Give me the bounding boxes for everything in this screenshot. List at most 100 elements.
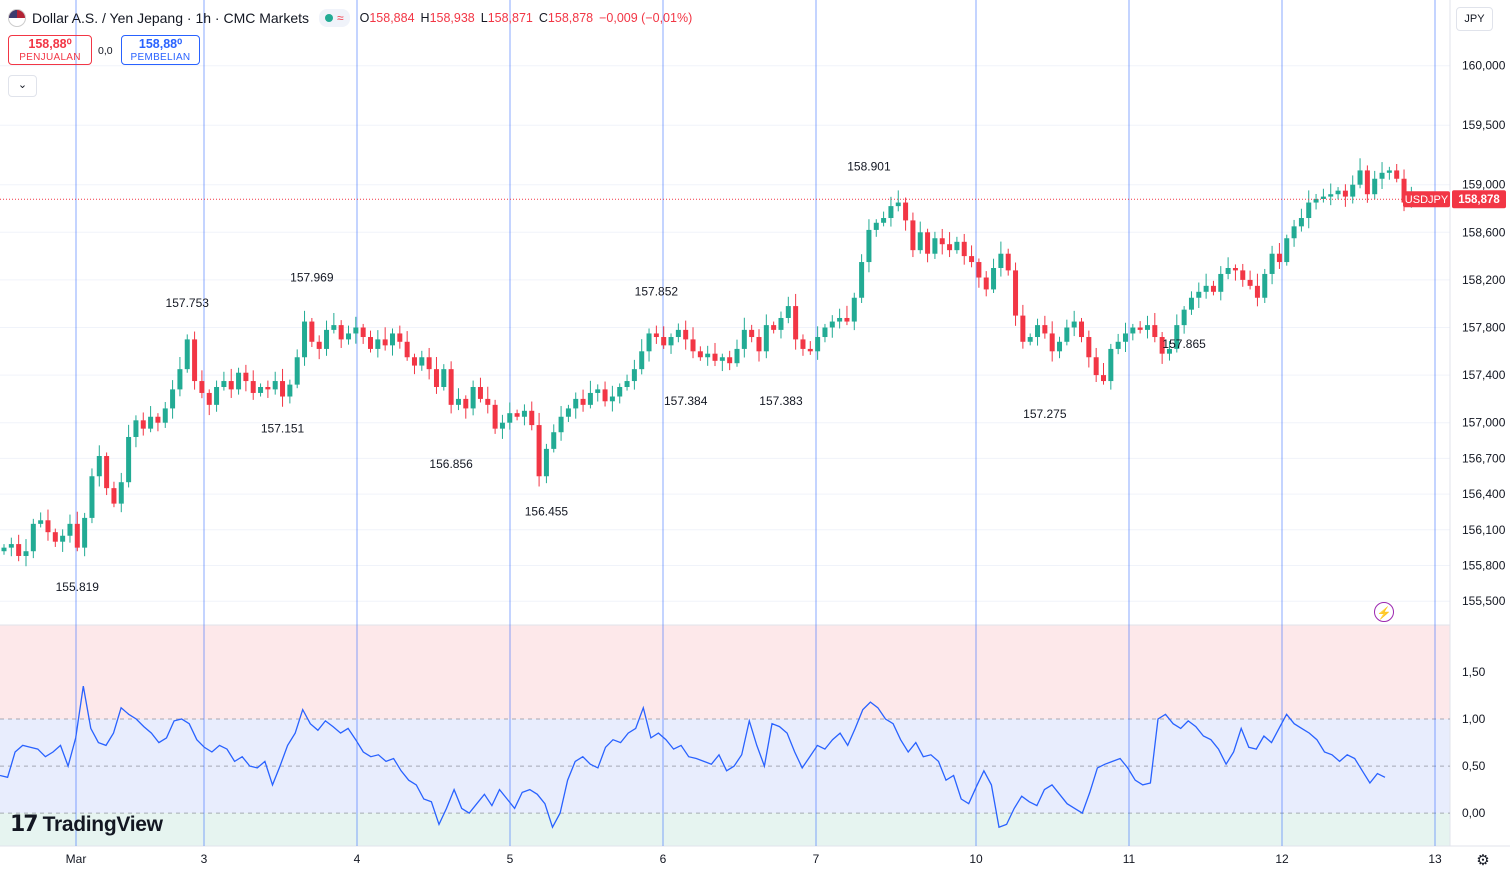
candle <box>338 320 344 348</box>
candle <box>492 399 498 434</box>
candle-body <box>67 523 73 536</box>
candle-body <box>1093 357 1099 376</box>
candle-body <box>111 488 117 504</box>
time-axis-tick-label: 11 <box>1123 852 1136 866</box>
candles <box>1 158 1414 567</box>
price-axis-tick-label: 156,700 <box>1462 451 1506 465</box>
candle-body <box>426 357 432 370</box>
candle-body <box>668 337 674 346</box>
candle-body <box>192 339 198 382</box>
symbol-title[interactable]: Dollar A.S. / Yen Jepang · 1h · CMC Mark… <box>32 10 310 26</box>
candle <box>580 389 586 412</box>
price-extreme-label: 157.969 <box>290 270 334 284</box>
candle-body <box>177 369 183 390</box>
candle-body <box>45 520 51 533</box>
high-value: 158,938 <box>429 11 475 25</box>
tradingview-logo[interactable]: 17 TradingView <box>10 812 163 837</box>
price-extreme-label: 157.384 <box>664 394 708 408</box>
candle-body <box>1 547 7 552</box>
candle <box>947 232 953 258</box>
price-axis-tick-label: 157,400 <box>1462 368 1506 382</box>
candle-body <box>741 329 747 349</box>
candle <box>1005 248 1011 276</box>
open-value: 158,884 <box>369 11 415 25</box>
candle <box>646 328 652 362</box>
price-axis-tick-label: 158,600 <box>1462 225 1506 239</box>
candle <box>719 353 725 372</box>
price-extreme-label: 156.856 <box>429 457 473 471</box>
candle-body <box>763 325 769 352</box>
buy-button[interactable]: 158,88⁰ PEMBELIAN <box>121 35 200 65</box>
candle <box>155 413 161 432</box>
time-axis-tick-label: 4 <box>354 852 361 866</box>
candle <box>536 412 542 487</box>
candle <box>1394 163 1400 183</box>
candle-body <box>1240 270 1246 280</box>
candle-body <box>104 456 110 489</box>
candle-body <box>1108 348 1114 382</box>
candle-body <box>917 232 923 251</box>
candle <box>272 371 278 395</box>
candle <box>1372 170 1378 200</box>
candle-body <box>331 325 337 330</box>
price-axis-tick-label: 159,000 <box>1462 178 1506 192</box>
candle-body <box>302 321 308 358</box>
candle-body <box>873 222 879 230</box>
candle-body <box>155 416 161 423</box>
candle-body <box>368 337 373 349</box>
oscillator-zone <box>0 625 1450 720</box>
candle <box>294 349 300 389</box>
candle <box>1101 362 1106 385</box>
candle-body <box>1313 198 1319 203</box>
candle <box>983 271 989 297</box>
candle <box>939 228 945 255</box>
candle-body <box>587 392 593 405</box>
candle <box>932 231 938 259</box>
candle-body <box>1350 184 1356 197</box>
collapse-chevron-down-icon[interactable]: ⌄ <box>8 75 37 97</box>
candle <box>1027 333 1033 346</box>
high-label: H <box>420 11 430 25</box>
candle-body <box>1159 337 1165 354</box>
candle-body <box>96 456 102 477</box>
candle <box>749 324 755 343</box>
lightning-icon[interactable]: ⚡ <box>1374 602 1394 622</box>
candle-body <box>375 339 381 349</box>
candle <box>1342 184 1348 207</box>
candle <box>89 468 95 524</box>
candle <box>895 190 901 212</box>
candle-body <box>1086 337 1092 358</box>
candle-body <box>236 372 242 390</box>
time-axis-tick-label: 12 <box>1275 852 1289 866</box>
candle <box>690 327 696 359</box>
candle-body <box>785 306 791 318</box>
candle <box>1298 208 1304 232</box>
candle <box>712 342 718 367</box>
candle-body <box>727 357 733 364</box>
settings-gear-icon[interactable]: ⚙ <box>1476 852 1490 869</box>
candle-body <box>448 369 454 405</box>
candle-body <box>1357 170 1363 185</box>
candle <box>1086 330 1092 368</box>
candle-body <box>859 262 865 298</box>
candle-body <box>536 425 542 477</box>
sell-button[interactable]: 158,88⁰ PENJUALAN <box>8 35 92 65</box>
symbol-header[interactable]: Dollar A.S. / Yen Jepang · 1h · CMC Mark… <box>8 8 698 28</box>
candle <box>353 316 359 344</box>
candle <box>52 528 58 547</box>
candle <box>1174 314 1180 353</box>
candle <box>859 254 865 303</box>
candle-body <box>624 381 630 387</box>
candle-body <box>771 325 777 330</box>
candle <box>1196 282 1202 308</box>
candle <box>756 329 762 362</box>
price-extreme-label: 158.901 <box>847 159 891 173</box>
candle <box>529 401 535 431</box>
candle <box>448 361 454 414</box>
status-pill[interactable]: ≈ <box>319 9 350 27</box>
currency-selector[interactable]: JPY <box>1456 7 1493 31</box>
candle-body <box>1137 327 1143 330</box>
candle-body <box>8 544 14 548</box>
oscillator-axis-tick-label: 0,50 <box>1462 759 1486 773</box>
